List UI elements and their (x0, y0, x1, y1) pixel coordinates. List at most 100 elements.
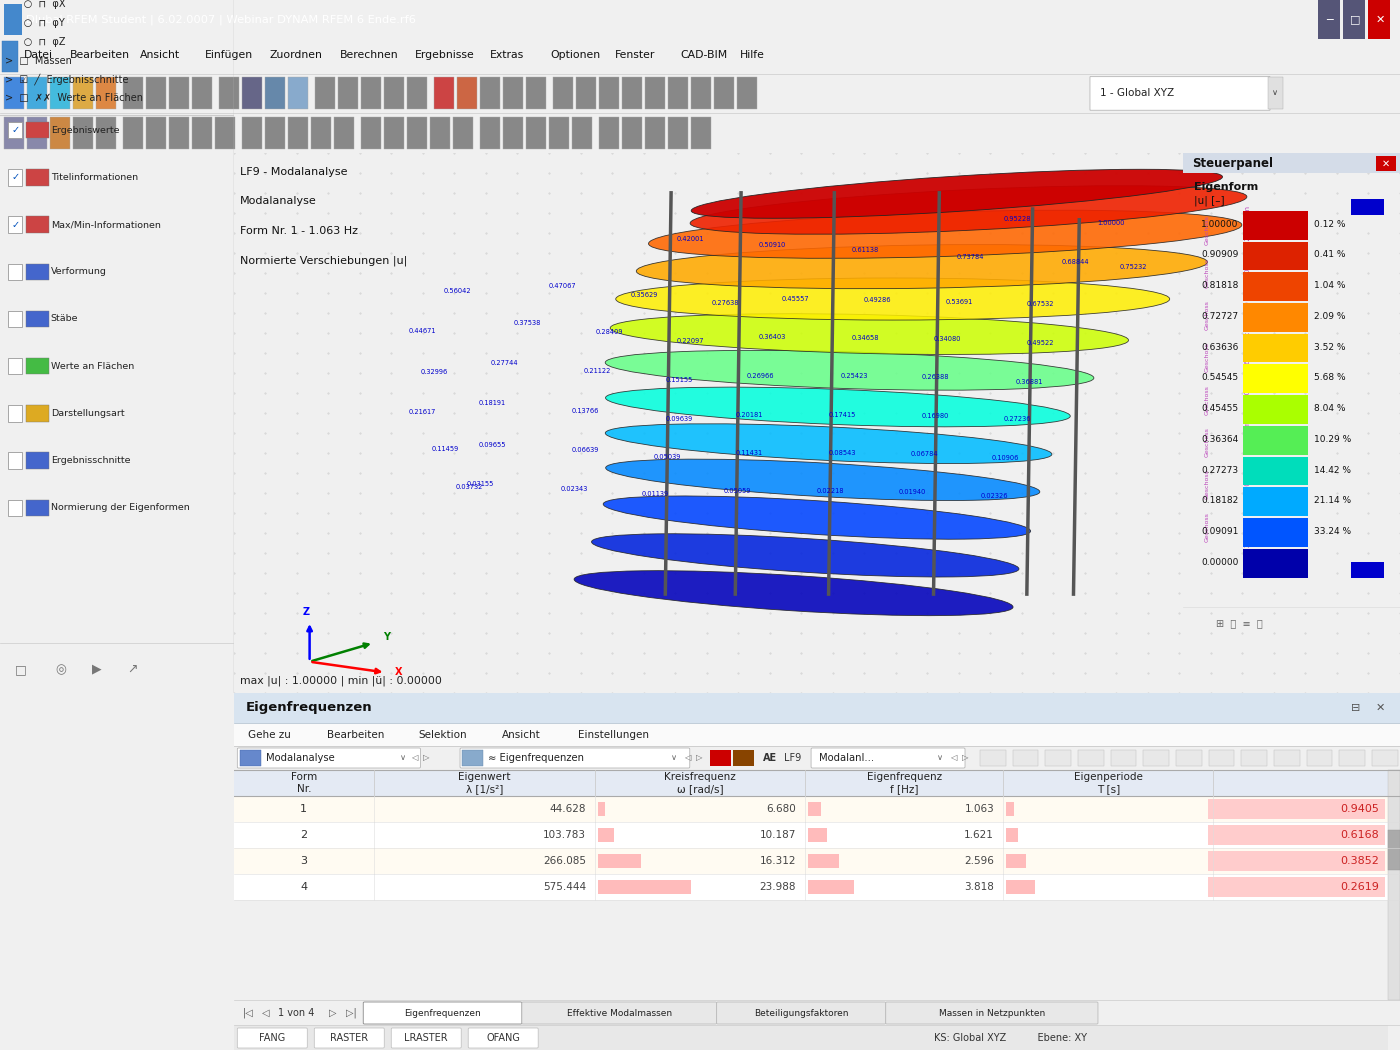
Bar (27, 264, 49, 280)
Bar (234, 723, 1400, 746)
Text: 4: 4 (300, 882, 308, 892)
Text: 0.44671: 0.44671 (409, 329, 437, 334)
FancyBboxPatch shape (237, 1028, 307, 1048)
Text: OFANG: OFANG (486, 1033, 521, 1043)
Text: 0.36403: 0.36403 (759, 334, 785, 340)
Bar (218, 78, 239, 109)
Text: Z: 0.000 m: Z: 0.000 m (1246, 507, 1252, 547)
Text: ○  ⊓  φY: ○ ⊓ φY (6, 18, 64, 28)
Bar (734, 750, 755, 766)
Bar (288, 78, 308, 109)
Text: Effektive Modalmassen: Effektive Modalmassen (567, 1008, 672, 1017)
Text: Z: -4.000 m: Z: -4.000 m (1246, 463, 1252, 505)
Text: 0.41 %: 0.41 % (1315, 250, 1345, 259)
Ellipse shape (690, 186, 1247, 234)
Ellipse shape (616, 278, 1169, 320)
Bar (73, 118, 92, 149)
Bar (980, 750, 1005, 766)
Bar (27, 122, 49, 139)
Bar (1243, 487, 1308, 517)
Text: 21.14 %: 21.14 % (1315, 497, 1351, 505)
Bar (234, 874, 1389, 900)
Text: 0.9405: 0.9405 (1340, 804, 1379, 814)
Bar (808, 828, 827, 842)
Text: Eigenfrequenzen: Eigenfrequenzen (245, 701, 372, 714)
Bar (549, 118, 568, 149)
Text: 0.73784: 0.73784 (956, 254, 984, 260)
Text: Modalanalyse: Modalanalyse (239, 196, 316, 207)
FancyBboxPatch shape (461, 748, 690, 768)
Text: 0.56042: 0.56042 (444, 288, 472, 294)
Ellipse shape (692, 169, 1222, 218)
Text: Verformung: Verformung (50, 268, 106, 276)
Text: 0.05039: 0.05039 (654, 454, 680, 460)
Text: ▷: ▷ (696, 754, 703, 762)
Text: Z: -20.000 m: Z: -20.000 m (1246, 292, 1252, 339)
Bar (553, 78, 573, 109)
Text: Form
Nr.: Form Nr. (291, 772, 316, 794)
Bar (1306, 750, 1333, 766)
Text: Darstellungsart: Darstellungsart (50, 408, 125, 418)
Bar (1243, 364, 1308, 393)
Text: 8.04 %: 8.04 % (1315, 404, 1345, 413)
Bar (808, 880, 854, 894)
Bar (27, 500, 49, 516)
Bar (1340, 750, 1365, 766)
Bar (8, 122, 22, 139)
Text: Geschoss: Geschoss (1205, 342, 1210, 373)
Text: ✓: ✓ (11, 125, 20, 135)
Text: 0.47067: 0.47067 (549, 282, 577, 289)
Text: ▷|: ▷| (346, 1008, 357, 1018)
Bar (1208, 825, 1385, 845)
Bar (480, 118, 500, 149)
Text: Dlubal RFEM Student | 6.02.0007 | Webinar DYNAM RFEM 6 Ende.rf6: Dlubal RFEM Student | 6.02.0007 | Webina… (27, 14, 416, 24)
Bar (1243, 211, 1308, 239)
Text: Z: -12.000 m: Z: -12.000 m (1246, 377, 1252, 423)
Bar (265, 118, 286, 149)
Text: Bearbeiten: Bearbeiten (70, 50, 130, 61)
Text: 0.63636: 0.63636 (1201, 342, 1239, 352)
Text: 0.02326: 0.02326 (980, 494, 1008, 499)
Text: 0.81818: 0.81818 (1201, 281, 1239, 290)
Bar (169, 118, 189, 149)
Text: ≈ Eigenfrequenzen: ≈ Eigenfrequenzen (489, 753, 584, 763)
Bar (710, 750, 731, 766)
Bar (234, 770, 1389, 796)
Text: 0.90909: 0.90909 (1201, 250, 1239, 259)
Text: Zuordnen: Zuordnen (270, 50, 323, 61)
Text: Hilfe: Hilfe (741, 50, 764, 61)
Bar (50, 118, 70, 149)
Bar (430, 118, 449, 149)
Bar (1243, 334, 1308, 362)
Text: max |u| : 1.00000 | min |ü| : 0.00000: max |u| : 1.00000 | min |ü| : 0.00000 (239, 676, 441, 687)
Text: Y: Y (384, 632, 391, 643)
Text: 14.42 %: 14.42 % (1315, 465, 1351, 475)
Bar (526, 78, 546, 109)
Text: 6.680: 6.680 (766, 804, 797, 814)
Text: 0.17415: 0.17415 (829, 412, 855, 418)
Text: Datei: Datei (24, 50, 53, 61)
Text: 1.00000: 1.00000 (1201, 219, 1239, 229)
Text: 0.15155: 0.15155 (665, 377, 693, 383)
Ellipse shape (605, 424, 1051, 463)
Bar (1005, 880, 1035, 894)
Bar (1005, 802, 1014, 816)
Bar (1351, 562, 1383, 578)
Text: Z: -8.000 m: Z: -8.000 m (1246, 421, 1252, 463)
Text: 0.05059: 0.05059 (724, 487, 752, 494)
Bar (8, 216, 22, 233)
Bar (8, 311, 22, 328)
Text: 1.621: 1.621 (965, 830, 994, 840)
Text: ○  ⊓  φZ: ○ ⊓ φZ (6, 37, 66, 46)
Text: X: X (395, 667, 402, 676)
Text: 1 von 4: 1 von 4 (279, 1008, 315, 1018)
Bar (456, 78, 477, 109)
Text: Werte an Flächen: Werte an Flächen (50, 361, 134, 371)
Bar (1208, 799, 1385, 819)
Text: 0.03155: 0.03155 (468, 481, 494, 486)
FancyBboxPatch shape (314, 1028, 384, 1048)
Bar (1183, 153, 1400, 173)
Bar (1389, 770, 1400, 1000)
Text: ↗: ↗ (127, 663, 137, 676)
Bar (692, 78, 711, 109)
